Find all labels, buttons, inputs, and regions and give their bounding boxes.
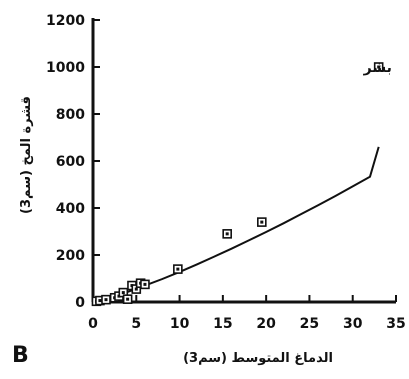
- x-tick-label: 5: [131, 316, 141, 332]
- data-points: [91, 62, 384, 307]
- data-point-center: [143, 282, 147, 286]
- x-tick-label: 10: [170, 316, 190, 332]
- y-tick-label: 1200: [46, 13, 85, 29]
- y-tick-label: 800: [56, 107, 85, 123]
- data-point-center: [134, 287, 138, 291]
- y-tick-label: 0: [75, 295, 85, 311]
- panel-label: B: [12, 343, 29, 368]
- x-axis-title: الدماغ المتوسط (سم3): [183, 351, 333, 366]
- annotation-label: بشر: [363, 60, 392, 76]
- data-point-center: [176, 267, 180, 271]
- data-point-center: [126, 297, 130, 301]
- y-tick-label: 400: [56, 201, 85, 217]
- x-tick-label: 25: [300, 316, 319, 332]
- y-axis-title: قشرة المخ (سم3): [19, 96, 34, 214]
- y-tick-label: 200: [56, 248, 85, 264]
- x-tick-label: 0: [88, 316, 98, 332]
- x-ticks: 0 5 10 15 20 25 30 35: [88, 295, 406, 332]
- x-tick-label: 15: [213, 316, 232, 332]
- data-point-center: [98, 299, 102, 303]
- x-tick-label: 35: [386, 316, 405, 332]
- data-point-center: [104, 298, 108, 302]
- y-tick-label: 600: [56, 154, 85, 170]
- data-point-center: [225, 232, 229, 236]
- x-tick-label: 20: [256, 316, 276, 332]
- data-point-center: [260, 220, 264, 224]
- y-tick-label: 1000: [46, 60, 85, 76]
- axes: [91, 18, 396, 304]
- y-ticks: 0 200 400 600 800 1000 1200: [46, 13, 100, 311]
- annotations: بشر: [363, 60, 392, 76]
- x-tick-label: 30: [343, 316, 363, 332]
- data-point-center: [121, 291, 125, 295]
- data-point-center: [377, 65, 381, 69]
